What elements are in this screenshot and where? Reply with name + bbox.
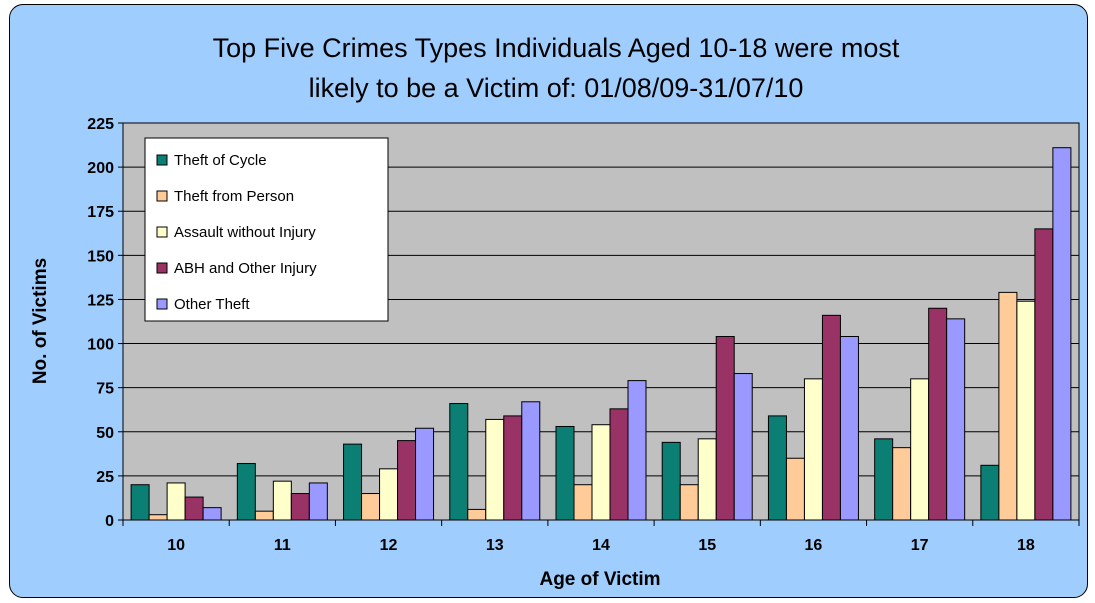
bar-2-10 [148, 514, 168, 521]
bar-4-16 [821, 314, 841, 521]
legend-label: Theft of Cycle [174, 152, 267, 169]
y-axis-title: No. of Victims [30, 258, 51, 384]
x-tick-label: 17 [911, 537, 929, 554]
x-tick-labels: 10 11 12 13 14 15 16 17 18 [167, 537, 1035, 554]
bar-5-15 [733, 373, 753, 521]
bar-1-11 [236, 463, 256, 521]
legend-swatch [156, 298, 168, 310]
bar-3-18 [1016, 300, 1036, 521]
x-tick-label: 16 [805, 537, 823, 554]
x-tick-label: 11 [274, 537, 291, 554]
legend-swatch [156, 190, 168, 202]
legend-label: Other Theft [174, 296, 250, 313]
bar-1-10 [130, 484, 150, 521]
legend-swatch [156, 262, 168, 274]
bar-3-14 [591, 424, 611, 521]
y-tick-label: 150 [87, 248, 114, 265]
y-tick-label: 225 [87, 116, 114, 133]
y-tick-label: 100 [87, 337, 114, 354]
x-tick-label: 18 [1017, 537, 1035, 554]
bar-2-14 [573, 484, 593, 521]
bar-3-13 [485, 418, 505, 521]
legend-swatch [156, 226, 168, 238]
bar-3-11 [272, 480, 292, 521]
axes [118, 122, 1080, 526]
bar-2-18 [998, 291, 1018, 521]
legend-box [144, 137, 389, 322]
legend-label: ABH and Other Injury [174, 260, 317, 277]
bar-2-11 [254, 510, 274, 521]
legend-label: Assault without Injury [174, 224, 316, 241]
bar-3-15 [697, 438, 717, 521]
bar-3-12 [379, 468, 399, 521]
bar-4-15 [715, 335, 735, 521]
bar-4-14 [609, 408, 629, 521]
chart-frame: Top Five Crimes Types Individuals Aged 1… [9, 4, 1088, 598]
y-tick-label: 175 [87, 204, 114, 221]
bar-2-13 [467, 508, 487, 521]
bar-5-16 [839, 335, 859, 521]
bar-1-13 [449, 403, 469, 521]
bar-3-16 [803, 378, 823, 521]
legend-swatch [156, 154, 168, 166]
bar-2-17 [892, 447, 912, 521]
bar-1-15 [661, 441, 681, 521]
y-tick-label: 200 [87, 160, 114, 177]
legend: Theft of Cycle Theft from Person Assault w… [144, 137, 389, 322]
bar-2-15 [679, 484, 699, 521]
x-tick-label: 14 [592, 537, 610, 554]
chart-title-line-1: Top Five Crimes Types Individuals Aged 1… [213, 33, 900, 63]
bar-5-11 [308, 482, 328, 521]
y-tick-label: 25 [96, 469, 114, 486]
y-tick-label: 50 [96, 425, 114, 442]
bar-2-16 [785, 457, 805, 521]
x-tick-label: 13 [486, 537, 504, 554]
bar-1-18 [980, 464, 1000, 521]
x-tick-label: 10 [167, 537, 185, 554]
bar-5-17 [946, 318, 966, 521]
bar-1-12 [343, 443, 363, 521]
x-axis-title: Age of Victim [539, 569, 660, 590]
bar-3-10 [166, 482, 186, 521]
chart-svg: Top Five Crimes Types Individuals Aged 1… [30, 33, 1080, 590]
bar-4-10 [184, 496, 204, 521]
y-tick-label: 0 [105, 513, 114, 530]
bar-4-17 [928, 307, 948, 521]
bar-3-17 [910, 378, 930, 521]
bar-4-13 [503, 415, 523, 521]
bar-4-12 [397, 440, 417, 521]
x-tick-label: 12 [380, 537, 398, 554]
chart-title-line-2: likely to be a Victim of: 01/08/09-31/07… [309, 73, 804, 103]
y-tick-label: 125 [87, 292, 114, 309]
bar-1-14 [555, 425, 575, 521]
bar-5-12 [415, 427, 435, 521]
y-tick-labels: 0 25 50 75 100 125 150 175 200 225 [87, 116, 114, 530]
bar-1-16 [767, 415, 787, 521]
bar-5-10 [202, 507, 222, 521]
bar-5-14 [627, 380, 647, 521]
bar-4-18 [1034, 228, 1054, 521]
bar-5-18 [1052, 147, 1072, 521]
x-tick-label: 15 [698, 537, 716, 554]
bar-1-17 [874, 438, 894, 521]
legend-label: Theft from Person [174, 188, 294, 205]
bar-5-13 [521, 401, 541, 521]
y-tick-label: 75 [96, 381, 114, 398]
bar-4-11 [290, 493, 310, 521]
bar-2-12 [361, 493, 381, 521]
